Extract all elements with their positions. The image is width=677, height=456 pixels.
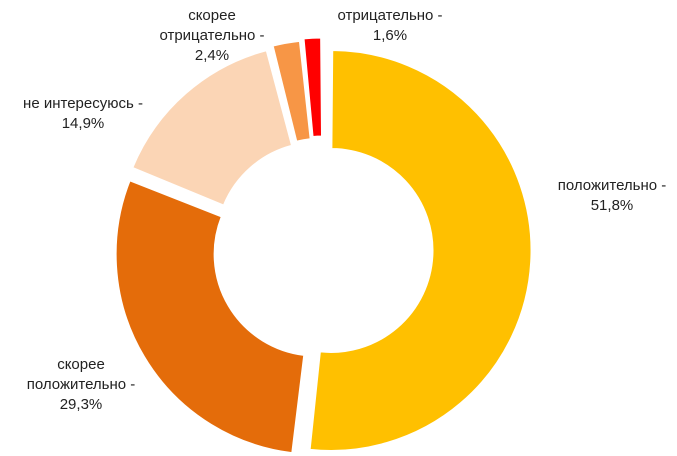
label-slice-otritsatelno-line-1: отрицательно - <box>337 7 443 24</box>
slice-otritsatelno <box>303 37 323 137</box>
label-slice-skoree-polozhitelno-line-1: скорее <box>57 356 105 373</box>
label-slice-skoree-polozhitelno-line-3: 29,3% <box>59 396 103 413</box>
label-slice-ne-interesuyus: не интересуюсь - 14,9% <box>8 94 158 134</box>
slice-polozhitelno <box>309 49 532 451</box>
label-slice-skoree-otritsatelno-line-1: скорее <box>188 7 236 24</box>
label-slice-skoree-polozhitelno-line-2: положительно - <box>26 376 136 393</box>
label-slice-skoree-otritsatelno: скорее отрицательно - 2,4% <box>142 6 282 66</box>
slice-ne-interesuyus <box>132 50 293 206</box>
label-slice-polozhitelno: положительно - 51,8% <box>548 176 676 216</box>
label-slice-otritsatelno: отрицательно - 1,6% <box>320 6 460 46</box>
label-slice-polozhitelno-line-2: 51,8% <box>590 197 634 214</box>
label-slice-otritsatelno-line-2: 1,6% <box>372 27 408 44</box>
slice-skoree-otritsatelno <box>272 40 311 142</box>
label-slice-polozhitelno-line-1: положительно - <box>557 177 667 194</box>
label-slice-skoree-otritsatelno-line-2: отрицательно - <box>159 27 265 44</box>
label-slice-ne-interesuyus-line-1: не интересуюсь - <box>23 95 143 112</box>
slice-skoree-polozhitelno <box>115 180 305 454</box>
label-slice-ne-interesuyus-line-2: 14,9% <box>61 115 105 132</box>
label-slice-skoree-polozhitelno: скорее положительно - 29,3% <box>6 355 156 415</box>
label-slice-skoree-otritsatelno-line-3: 2,4% <box>194 47 230 64</box>
